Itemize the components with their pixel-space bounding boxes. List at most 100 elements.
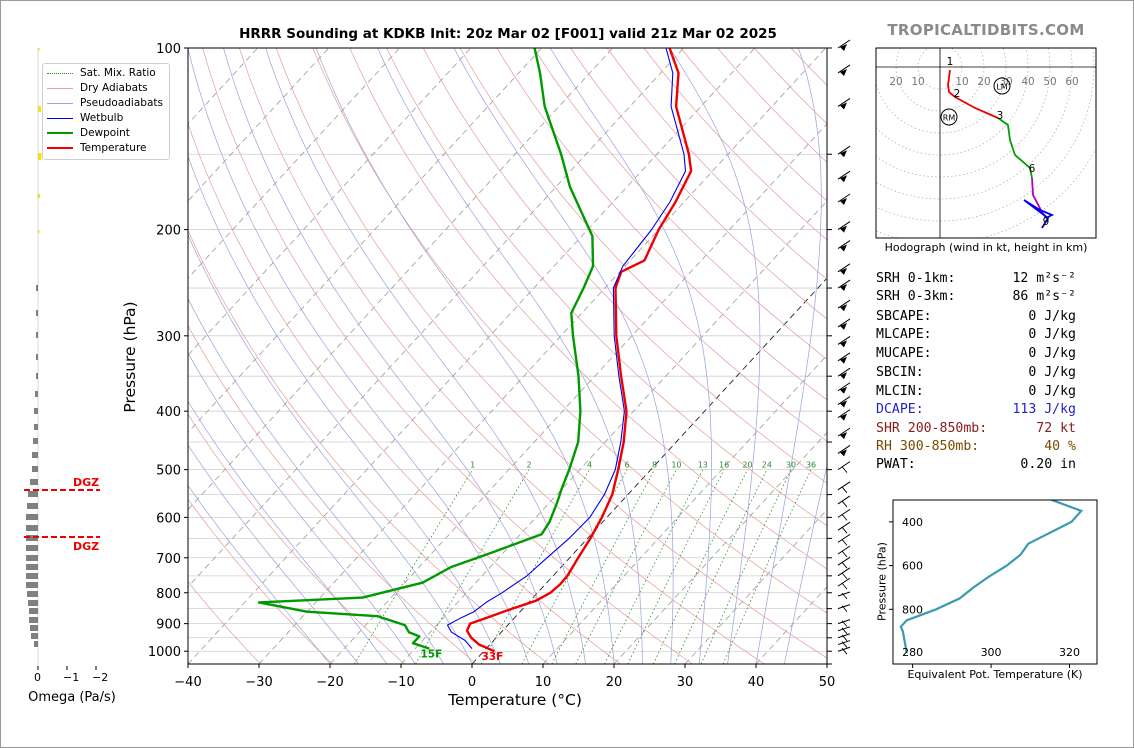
omega-xlabel: Omega (Pa/s) xyxy=(28,690,116,705)
mixing-ratio-line xyxy=(652,469,748,664)
param-label: MLCAPE: xyxy=(876,327,932,342)
pseudoadiabat xyxy=(188,48,530,664)
wind-barb-feather xyxy=(841,486,848,494)
wind-barb-feather xyxy=(841,514,848,521)
chart-title: HRRR Sounding at KDKB Init: 20z Mar 02 [… xyxy=(239,26,777,42)
wind-barb-staff xyxy=(837,461,851,471)
wind-barb xyxy=(837,445,851,457)
wind-barb xyxy=(837,577,851,590)
wind-barb-feather xyxy=(841,550,848,558)
pseudoadiabat xyxy=(188,234,473,664)
wind-barb xyxy=(837,427,851,440)
dry-adiabat xyxy=(349,48,827,570)
wind-barb-feather xyxy=(841,500,848,508)
wind-barb xyxy=(837,508,851,521)
theta-e-ylabel: Pressure (hPa) xyxy=(875,542,889,621)
omega-tick-minus2: −2 xyxy=(92,671,109,684)
pseudoadiabat xyxy=(669,48,761,664)
y-tick-label: 700 xyxy=(156,552,181,567)
x-tick-label: −40 xyxy=(174,675,201,690)
param-label: PWAT: xyxy=(876,457,916,472)
param-value: 0.20 in xyxy=(1020,457,1076,472)
param-row: SBCAPE: 0 J/kg xyxy=(876,309,1106,326)
dry-adiabat xyxy=(422,48,827,484)
wind-barb xyxy=(837,567,851,580)
wind-barb xyxy=(837,367,851,380)
pseudoadiabat xyxy=(188,297,444,664)
param-value: 40 % xyxy=(1044,439,1076,454)
param-label: SRH 0-1km: xyxy=(876,271,956,286)
skewt-legend: Sat. Mix. Ratio Dry Adiabats Pseudoadiab… xyxy=(42,63,170,160)
wind-barb-staff xyxy=(837,318,851,328)
y-tick-label: 600 xyxy=(156,511,181,526)
wind-barb xyxy=(837,64,851,76)
profile-line-dewpoint xyxy=(257,48,595,650)
dry-adiabat xyxy=(533,48,827,360)
param-value: 12 m²s⁻² xyxy=(1012,271,1076,286)
mixing-ratio-label: 16 xyxy=(719,461,729,470)
param-value: 0 J/kg xyxy=(1028,346,1076,361)
wind-barb xyxy=(837,193,851,205)
legend-swatch xyxy=(47,118,73,119)
dry-adiabat xyxy=(496,48,827,401)
wind-barb xyxy=(837,318,851,330)
param-label: SBCAPE: xyxy=(876,309,932,324)
param-label: SRH 0-3km: xyxy=(876,289,956,304)
wind-barb-flag xyxy=(840,386,847,394)
legend-label: Pseudoadiabats xyxy=(80,97,163,109)
wind-barb xyxy=(837,626,851,635)
wind-barb-staff xyxy=(837,495,851,505)
wind-barb-feather xyxy=(841,572,848,580)
pseudoadiabat xyxy=(188,352,416,664)
mixing-ratio-label: 36 xyxy=(806,461,816,470)
dry-adiabat xyxy=(188,229,549,664)
legend-swatch xyxy=(47,88,73,89)
param-row: MLCAPE: 0 J/kg xyxy=(876,327,1106,344)
wind-barb-staff xyxy=(837,626,851,632)
legend-swatch xyxy=(47,147,73,149)
wind-barb-flag xyxy=(840,432,847,440)
isotherm-line xyxy=(329,123,827,664)
legend-label: Wetbulb xyxy=(80,112,124,124)
wind-barb-staff xyxy=(837,556,851,566)
wind-barb-flag xyxy=(840,175,847,183)
param-row: MUCAPE: 0 J/kg xyxy=(876,346,1106,363)
param-row: RH 300-850mb: 40 % xyxy=(876,439,1106,456)
wind-barb-staff xyxy=(837,396,851,405)
pseudoadiabat xyxy=(188,400,388,664)
wind-barb-staff xyxy=(837,145,851,155)
wind-barb-flag xyxy=(840,102,847,110)
wind-barb-flag xyxy=(840,400,847,408)
mixing-ratio-label: 10 xyxy=(671,461,681,470)
pseudoadiabat xyxy=(188,444,359,664)
profile-line-wetbulb xyxy=(446,48,687,649)
mixing-ratio-label: 24 xyxy=(762,461,772,470)
wind-barb xyxy=(837,170,851,183)
mixing-ratio-label: 4 xyxy=(587,461,592,470)
param-value: 86 m²s⁻² xyxy=(1012,289,1076,304)
pseudoadiabat xyxy=(549,48,712,664)
hodograph-caption: Hodograph (wind in kt, height in km) xyxy=(884,241,1088,254)
wind-barb xyxy=(837,481,851,494)
wind-barb xyxy=(837,633,851,642)
param-value: 0 J/kg xyxy=(1028,384,1076,399)
wind-barb xyxy=(837,604,851,612)
wind-barb-staff xyxy=(837,170,851,180)
wind-barb-flag xyxy=(840,44,847,51)
wind-barb-staff xyxy=(837,39,851,49)
wind-barb xyxy=(837,640,851,648)
mixing-ratio-label: 30 xyxy=(786,461,796,470)
pseudoadiabat xyxy=(188,484,331,664)
wind-barb-staff xyxy=(837,521,851,531)
param-row: SBCIN: 0 J/kg xyxy=(876,365,1106,382)
pseudoadiabat xyxy=(453,48,674,664)
param-label: SBCIN: xyxy=(876,365,924,380)
wind-barb-flag xyxy=(840,284,847,292)
wind-barb-staff xyxy=(837,545,851,555)
dry-adiabat xyxy=(188,122,621,664)
wind-barb-flag xyxy=(840,372,847,380)
wind-barb-flag xyxy=(840,304,847,312)
wind-barb xyxy=(837,382,851,394)
mixing-ratio-label: 20 xyxy=(742,461,752,470)
y-tick-label: 900 xyxy=(156,618,181,633)
